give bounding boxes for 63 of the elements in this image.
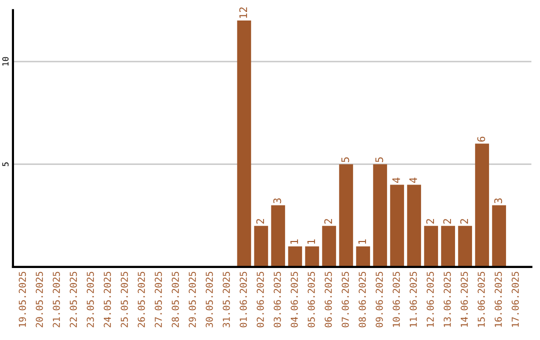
data-label: 6 <box>477 136 486 142</box>
x-tick-label: 30.05.2025 <box>206 272 213 328</box>
x-tick-label: 19.05.2025 <box>18 272 26 327</box>
x-tick-label: 12.06.2025 <box>426 272 434 327</box>
x-tick-label: 07.06.2025 <box>342 272 349 328</box>
x-tick-label: 26.05.2025 <box>138 272 145 328</box>
bar <box>305 246 320 267</box>
data-label: 2 <box>426 219 434 224</box>
bar <box>288 246 302 267</box>
bar <box>424 226 438 267</box>
x-tick-label: 24.05.2025 <box>104 272 111 328</box>
data-label: 2 <box>256 219 264 224</box>
bar <box>339 164 354 267</box>
bar <box>441 226 456 267</box>
data-label: 3 <box>273 198 282 204</box>
data-label: 1 <box>358 239 366 244</box>
bar <box>475 144 490 267</box>
data-label: 12 <box>239 7 248 18</box>
bar <box>254 226 268 267</box>
data-label: 1 <box>307 239 316 244</box>
x-tick-label: 16.06.2025 <box>494 272 502 327</box>
x-tick-label: 05.06.2025 <box>308 272 315 328</box>
x-tick-label: 09.06.2025 <box>376 272 383 328</box>
bar <box>237 20 252 267</box>
x-tick-label: 20.05.2025 <box>36 272 43 328</box>
x-tick-label: 23.05.2025 <box>86 272 94 328</box>
x-tick-label: 10.06.2025 <box>392 272 400 327</box>
data-label: 4 <box>392 178 400 183</box>
data-label: 2 <box>443 219 451 224</box>
bar <box>373 164 388 267</box>
data-label: 5 <box>375 157 384 162</box>
x-tick-label: 25.05.2025 <box>120 272 128 328</box>
bar <box>458 226 472 267</box>
x-tick-label: 22.05.2025 <box>70 272 77 328</box>
x-tick-label: 11.06.2025 <box>410 272 417 327</box>
data-label: 3 <box>494 198 502 204</box>
bar <box>407 184 422 267</box>
data-label: 4 <box>409 178 417 183</box>
bar <box>356 246 370 267</box>
x-tick-label: 28.05.2025 <box>172 272 179 328</box>
x-tick-label: 31.05.2025 <box>222 272 230 328</box>
x-tick-label: 15.06.2025 <box>478 272 485 327</box>
x-tick-label: 04.06.2025 <box>290 272 298 328</box>
x-tick-label: 27.05.2025 <box>154 272 162 328</box>
x-tick-label: 02.06.2025 <box>256 272 264 328</box>
bar <box>322 226 336 267</box>
data-label: 1 <box>290 239 298 244</box>
x-tick-label: 21.05.2025 <box>52 272 60 328</box>
y-tick-label: 10 <box>2 57 9 66</box>
x-tick-label: 13.06.2025 <box>444 272 451 327</box>
x-tick-label: 17.06.2025 <box>512 272 519 327</box>
x-tick-label: 01.06.2025 <box>240 272 247 328</box>
x-tick-label: 08.06.2025 <box>358 272 366 328</box>
data-label: 2 <box>460 219 468 224</box>
bar <box>390 184 404 267</box>
bar <box>271 205 286 267</box>
bar <box>492 205 506 267</box>
x-tick-label: 06.06.2025 <box>324 272 332 328</box>
x-tick-label: 03.06.2025 <box>274 272 281 328</box>
data-label: 2 <box>324 219 332 224</box>
x-tick-label: 14.06.2025 <box>460 272 468 327</box>
x-tick-label: 29.05.2025 <box>188 272 196 328</box>
data-label: 5 <box>341 157 350 162</box>
